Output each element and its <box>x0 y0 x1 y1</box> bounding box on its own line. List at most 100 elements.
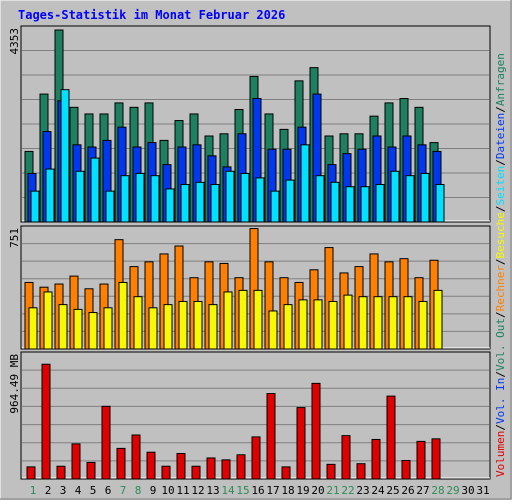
x-label-day: 8 <box>135 484 142 497</box>
x-label-day: 26 <box>401 484 414 497</box>
panel-volume: 964.49 MB <box>8 351 491 480</box>
bar-volumen-day-6 <box>101 405 111 480</box>
legend-item: Rechner <box>494 265 507 312</box>
right-legend-text: Volumen/Vol. In/Vol. Out/Rechner/Besuche… <box>494 53 507 477</box>
right-legend: Volumen/Vol. In/Vol. Out/Rechner/Besuche… <box>494 53 507 477</box>
bar-volumen-day-11 <box>176 452 186 480</box>
x-label-day: 31 <box>476 484 489 497</box>
x-label-day: 30 <box>461 484 474 497</box>
x-label-day: 28 <box>431 484 444 497</box>
bar-seiten-day-17 <box>270 190 280 223</box>
x-label-day: 11 <box>176 484 189 497</box>
bar-seiten-day-19 <box>300 144 310 223</box>
bar-besuche-day-22 <box>343 294 353 350</box>
bar-seiten-day-24 <box>375 184 385 223</box>
x-label-day: 6 <box>105 484 112 497</box>
bar-seiten-day-20 <box>315 175 325 223</box>
legend-item: Dateien <box>494 113 507 159</box>
bar-besuche-day-6 <box>103 307 113 350</box>
bar-besuche-day-28 <box>433 289 443 350</box>
bar-volumen-day-14 <box>221 459 231 480</box>
bar-volumen-day-22 <box>341 435 351 480</box>
bar-volumen-day-3 <box>56 465 66 480</box>
bar-besuche-day-14 <box>223 291 233 350</box>
bar-besuche-day-20 <box>313 299 323 350</box>
bar-besuche-day-19 <box>298 299 308 350</box>
x-label-day: 20 <box>311 484 324 497</box>
series-volumen <box>26 363 441 480</box>
x-label-day: 13 <box>206 484 219 497</box>
bar-volumen-day-18 <box>281 466 291 480</box>
bar-besuche-day-5 <box>88 312 98 350</box>
x-label-day: 4 <box>75 484 82 497</box>
bar-seiten-day-14 <box>225 170 235 223</box>
bar-besuche-day-7 <box>118 281 128 350</box>
y-max-label: 751 <box>8 228 21 248</box>
x-label-day: 12 <box>191 484 204 497</box>
y-max-label: 4353 <box>8 28 21 55</box>
bar-volumen-day-16 <box>251 436 261 480</box>
x-label-day: 5 <box>90 484 97 497</box>
bar-besuche-day-26 <box>403 296 413 350</box>
bar-volumen-day-23 <box>356 463 366 480</box>
legend-separator: / <box>494 159 507 166</box>
bar-seiten-day-25 <box>390 170 400 223</box>
x-label-day: 10 <box>161 484 174 497</box>
legend-separator: / <box>494 258 507 265</box>
bar-volumen-day-5 <box>86 461 96 480</box>
legend-item: Vol. In <box>494 378 507 424</box>
bar-seiten-day-23 <box>360 186 370 223</box>
bar-besuche-day-8 <box>133 296 143 350</box>
bar-seiten-day-28 <box>435 184 445 223</box>
bar-besuche-day-21 <box>328 300 338 350</box>
bar-volumen-day-19 <box>296 407 306 480</box>
bar-besuche-day-3 <box>58 304 68 350</box>
legend-separator: / <box>494 424 507 431</box>
bar-seiten-day-5 <box>90 157 100 223</box>
x-label-day: 9 <box>150 484 157 497</box>
bar-volumen-day-17 <box>266 393 276 480</box>
bar-volumen-day-21 <box>326 463 336 480</box>
x-label-day: 1 <box>30 484 37 497</box>
bar-volumen-day-27 <box>416 440 426 480</box>
bar-seiten-day-27 <box>420 172 430 223</box>
bar-besuche-day-24 <box>373 296 383 350</box>
x-axis-day-labels: 1 2 3 4 5 6 7 8 9 10 11 12 13 14 15 16 17 18 19 20 21 22 23 24 2… <box>30 484 490 497</box>
bar-volumen-day-13 <box>206 457 216 480</box>
bar-seiten-day-4 <box>75 170 85 223</box>
x-label-day: 22 <box>341 484 354 497</box>
x-label-day: 19 <box>296 484 309 497</box>
bar-seiten-day-22 <box>345 186 355 223</box>
legend-item: Anfragen <box>494 53 507 106</box>
bar-seiten-day-11 <box>180 184 190 223</box>
chart-panels: 4353 751 964.49 MB <box>8 25 491 480</box>
bar-seiten-day-3 <box>60 89 70 223</box>
bar-seiten-day-7 <box>120 175 130 223</box>
legend-item: Besuche <box>494 212 507 258</box>
bar-seiten-day-1 <box>30 190 40 223</box>
panel-requests: 4353 <box>8 25 491 223</box>
chart-title: Tages-Statistik im Monat Februar 2026 <box>18 8 285 22</box>
bar-besuche-day-17 <box>268 310 278 350</box>
x-label-day: 2 <box>45 484 52 497</box>
x-label-day: 3 <box>60 484 67 497</box>
panel-visits: 751 <box>8 225 491 350</box>
bar-besuche-day-9 <box>148 307 158 350</box>
bar-seiten-day-16 <box>255 177 265 223</box>
x-label-day: 7 <box>120 484 127 497</box>
bar-besuche-day-27 <box>418 300 428 350</box>
x-label-day: 18 <box>281 484 294 497</box>
x-label-day: 23 <box>356 484 369 497</box>
bar-seiten-day-8 <box>135 172 145 223</box>
bar-besuche-day-15 <box>238 289 248 350</box>
x-label-day: 16 <box>251 484 264 497</box>
bar-besuche-day-13 <box>208 304 218 350</box>
bar-volumen-day-28 <box>431 438 441 480</box>
bar-besuche-day-16 <box>253 289 263 350</box>
bar-seiten-day-12 <box>195 181 205 223</box>
bar-besuche-day-10 <box>163 304 173 350</box>
x-label-day: 24 <box>371 484 385 497</box>
bar-besuche-day-25 <box>388 296 398 350</box>
